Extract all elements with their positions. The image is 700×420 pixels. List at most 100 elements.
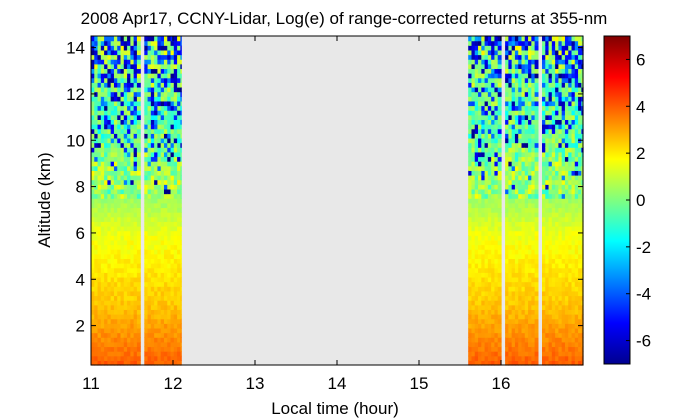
heatmap-cell (147, 170, 152, 176)
heatmap-cell (136, 332, 141, 338)
heatmap-cell (94, 96, 99, 102)
heatmap-cell (491, 235, 496, 241)
heatmap-cell (144, 175, 149, 181)
heatmap-cell (548, 267, 553, 273)
heatmap-cell (481, 86, 486, 93)
heatmap-cell (561, 147, 566, 153)
heatmap-cell (113, 165, 118, 171)
heatmap-cell (484, 216, 489, 222)
heatmap-cell (518, 309, 523, 315)
heatmap-cell (545, 184, 550, 190)
heatmap-cell (568, 170, 573, 176)
heatmap-cells (91, 36, 584, 366)
heatmap-cell (487, 225, 492, 232)
heatmap-cell (107, 286, 112, 292)
heatmap-cell (494, 36, 499, 42)
heatmap-cell (524, 63, 529, 70)
heatmap-cell (144, 253, 149, 260)
heatmap-cell (154, 235, 159, 241)
heatmap-cell (133, 68, 138, 74)
heatmap-cell (94, 133, 99, 139)
heatmap-cell (147, 318, 152, 324)
heatmap-cell (123, 286, 128, 292)
heatmap-cell (100, 239, 105, 246)
heatmap-cell (471, 137, 476, 144)
heatmap-cell (133, 165, 138, 171)
heatmap-cell (558, 235, 563, 241)
heatmap-cell (497, 133, 502, 139)
heatmap-cell (558, 170, 563, 176)
heatmap-cell (163, 207, 168, 213)
heatmap-cell (481, 323, 486, 329)
heatmap-cell (542, 346, 546, 352)
heatmap-cell (117, 198, 122, 204)
heatmap-cell (542, 318, 546, 324)
heatmap-cell (534, 119, 539, 125)
heatmap-cell (94, 244, 99, 250)
heatmap-cell (534, 244, 539, 250)
heatmap-cell (157, 281, 162, 287)
heatmap-cell (97, 188, 102, 195)
heatmap-cell (505, 346, 509, 352)
heatmap-cell (133, 290, 138, 297)
heatmap-cell (521, 184, 526, 190)
heatmap-cell (163, 179, 168, 185)
heatmap-cell (548, 327, 553, 334)
heatmap-cell (167, 147, 172, 153)
heatmap-cell (581, 202, 584, 209)
heatmap-cell (471, 327, 476, 334)
heatmap-cell (91, 49, 95, 56)
heatmap-cell (167, 63, 172, 70)
heatmap-cell (481, 119, 486, 125)
heatmap-cell (120, 59, 125, 65)
heatmap-cell (558, 156, 563, 162)
heatmap-cell (113, 207, 118, 213)
heatmap-cell (110, 105, 115, 111)
heatmap-cell (94, 318, 99, 324)
heatmap-cell (147, 346, 152, 352)
heatmap-cell (531, 267, 536, 273)
heatmap-cell (578, 341, 582, 348)
heatmap-cell (117, 290, 122, 297)
heatmap-cell (518, 304, 523, 310)
heatmap-cell (157, 249, 162, 255)
heatmap-cell (524, 239, 529, 246)
heatmap-cell (551, 96, 556, 102)
heatmap-cell (180, 151, 182, 158)
heatmap-cell (497, 165, 502, 171)
heatmap-cell (531, 355, 536, 361)
heatmap-cell (91, 165, 95, 171)
heatmap-cell (574, 235, 579, 241)
heatmap-cell (561, 73, 566, 79)
heatmap-cell (491, 133, 496, 139)
heatmap-cell (157, 193, 162, 199)
heatmap-cell (150, 290, 155, 297)
heatmap-cell (468, 68, 473, 74)
heatmap-cell (534, 207, 539, 213)
heatmap-cell (100, 300, 105, 306)
heatmap-cell (555, 304, 559, 310)
heatmap-cell (568, 175, 573, 181)
heatmap-cell (133, 36, 138, 42)
heatmap-cell (170, 346, 175, 352)
heatmap-cell (521, 202, 526, 209)
heatmap-cell (534, 253, 539, 260)
heatmap-cell (133, 263, 138, 269)
heatmap-cell (468, 304, 473, 310)
heatmap-cell (154, 258, 159, 264)
heatmap-cell (561, 198, 566, 204)
heatmap-cell (136, 128, 141, 134)
heatmap-cell (157, 360, 162, 366)
heatmap-cell (468, 244, 473, 250)
heatmap-cell (542, 91, 546, 97)
heatmap-cell (94, 225, 99, 232)
heatmap-cell (497, 318, 502, 324)
heatmap-cell (133, 230, 138, 236)
heatmap-cell (561, 86, 566, 93)
heatmap-cell (484, 63, 489, 70)
heatmap-cell (484, 263, 489, 269)
heatmap-cell (104, 272, 108, 278)
heatmap-cell (107, 309, 112, 315)
heatmap-cell (531, 249, 536, 255)
